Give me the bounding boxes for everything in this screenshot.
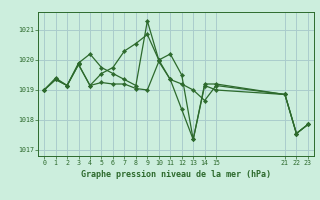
X-axis label: Graphe pression niveau de la mer (hPa): Graphe pression niveau de la mer (hPa) xyxy=(81,170,271,179)
